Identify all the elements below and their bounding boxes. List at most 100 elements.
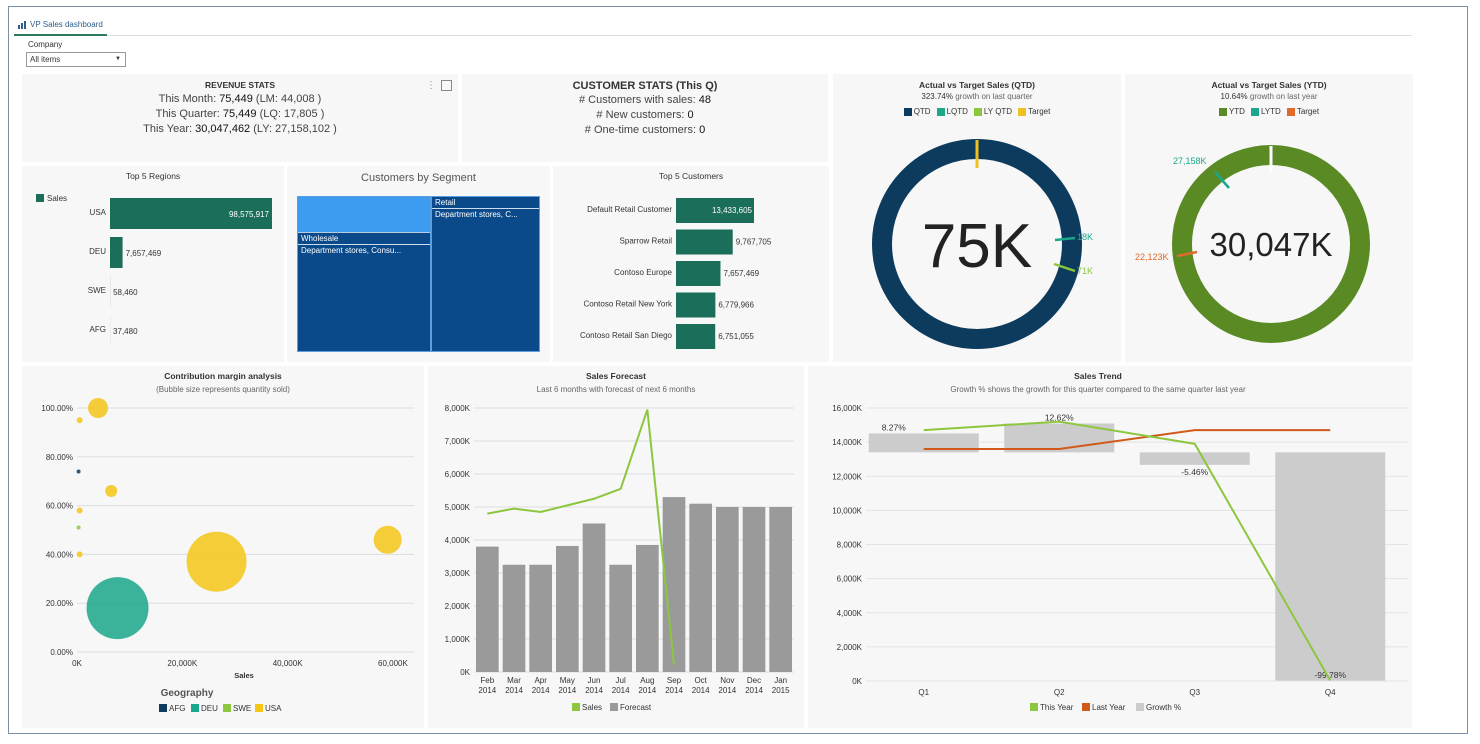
qtd-panel: Actual vs Target Sales (QTD) 323.74% gro…: [833, 74, 1121, 362]
customer-bar: [676, 324, 716, 349]
customer-stats-title: CUSTOMER STATS (This Q): [572, 80, 718, 92]
trend-ytick: 8,000K: [837, 541, 863, 550]
ytd-legend: YTD LYTD Target: [1125, 107, 1413, 116]
treemap-retail-label: Retail: [432, 197, 539, 209]
forecast-bar: [609, 564, 632, 672]
customers-with-sales-line: # Customers with sales: 48: [578, 94, 712, 106]
forecast-year-label: 2014: [612, 686, 630, 695]
forecast-year-label: 2014: [745, 686, 763, 695]
forecast-bar: [662, 497, 686, 672]
forecast-ytick: 6,000K: [445, 470, 471, 479]
forecast-month-label: Sep: [667, 676, 682, 685]
customer-bar: [676, 198, 754, 223]
forecast-month-label: Apr: [534, 676, 547, 685]
last-year-line: [923, 429, 1331, 450]
company-select[interactable]: All items ▼: [26, 52, 126, 67]
more-options-icon[interactable]: ⋮: [426, 80, 436, 91]
customer-stats-panel: CUSTOMER STATS (This Q) # Customers with…: [462, 74, 828, 162]
region-value-label: 98,575,917: [229, 210, 270, 219]
ytd-growth: 10.64% growth on last year: [1220, 92, 1318, 101]
contribution-xtick: 60,000K: [378, 659, 408, 668]
forecast-month-label: Dec: [747, 676, 761, 685]
trend-ytick: 14,000K: [832, 438, 862, 447]
trend-legend-thisyear-swatch: [1030, 703, 1038, 711]
lqtd-marker: [1054, 236, 1076, 242]
forecast-month-label: Mar: [507, 676, 521, 685]
contribution-xtick: 0K: [72, 659, 82, 668]
forecast-year-label: 2014: [532, 686, 550, 695]
forecast-bar: [716, 507, 739, 672]
region-value-label: 7,657,469: [126, 249, 162, 258]
forecast-year-label: 2014: [692, 686, 710, 695]
onetime-customers-line: # One-time customers: 0: [584, 124, 706, 136]
customer-label: Sparrow Retail: [620, 237, 673, 246]
chevron-down-icon: ▼: [115, 56, 121, 62]
qtd-title: Actual vs Target Sales (QTD): [918, 80, 1036, 90]
geography-legend-label: AFG: [169, 704, 185, 713]
revenue-month-line: This Month: 75,449 (LM: 44,008 ): [158, 93, 322, 105]
revenue-stats-title: REVENUE STATS: [204, 80, 276, 90]
geography-legend-label: SWE: [233, 704, 251, 713]
region-value-label: 37,480: [113, 327, 138, 336]
growth-bar: [868, 433, 979, 453]
company-select-value: All items: [30, 55, 61, 64]
customer-label: Contoso Europe: [614, 268, 672, 277]
qtd-legend-item: QTD: [903, 107, 931, 116]
geography-legend-swatch: [159, 704, 167, 712]
region-label: AFG: [90, 325, 106, 334]
trend-quarter-label: Q3: [1189, 688, 1200, 697]
regions-title: Top 5 Regions: [126, 171, 180, 181]
trend-ytick: 12,000K: [832, 472, 862, 481]
customer-label: Contoso Retail New York: [584, 300, 673, 309]
region-label: SWE: [88, 286, 106, 295]
revenue-quarter-line: This Quarter: 75,449 (LQ: 17,805 ): [155, 108, 325, 120]
ytd-target-marker-label: 22,123K: [1135, 252, 1169, 262]
sales-forecast-chart: Sales Forecast Last 6 months with foreca…: [445, 371, 794, 712]
top-regions-chart: Top 5 Regions Sales USA 98,575,917 DEU 7,65…: [36, 171, 272, 346]
geography-legend-swatch: [255, 704, 263, 712]
region-value-label: 58,460: [113, 288, 138, 297]
bubble-usa: [76, 507, 83, 514]
focus-mode-icon[interactable]: [441, 80, 452, 91]
trend-ytick: 16,000K: [832, 404, 862, 413]
tab-bar: VP Sales dashboard: [14, 16, 1412, 36]
customer-value-label: 6,779,966: [718, 301, 754, 310]
forecast-ytick: 4,000K: [445, 536, 471, 545]
top-regions-panel: Top 5 Regions Sales USA 98,575,917 DEU 7,65…: [22, 166, 284, 362]
forecast-month-label: Aug: [640, 676, 654, 685]
company-filter-label: Company: [28, 40, 63, 49]
trend-ytick: 4,000K: [837, 609, 863, 618]
customer-bar: [676, 229, 733, 255]
customer-value-label: 6,751,055: [718, 332, 754, 341]
trend-title: Sales Trend: [1074, 371, 1122, 381]
tab-vp-sales-dashboard[interactable]: VP Sales dashboard: [14, 16, 107, 36]
contribution-panel: Contribution margin analysis (Bubble siz…: [22, 366, 424, 728]
segment-title: Customers by Segment: [361, 172, 476, 184]
treemap-wholesale[interactable]: Wholesale Department stores, Consu...: [297, 196, 431, 352]
dashboard-icon: [18, 20, 26, 29]
ytd-panel: Actual vs Target Sales (YTD) 10.64% grow…: [1125, 74, 1413, 362]
contribution-subtitle: (Bubble size represents quantity sold): [156, 385, 290, 394]
geography-legend-title: Geography: [161, 688, 214, 699]
treemap-retail[interactable]: Retail Department stores, C...: [431, 196, 540, 352]
growth-label: 8.27%: [882, 422, 907, 432]
forecast-month-label: Oct: [694, 676, 707, 685]
contribution-ytick: 20.00%: [46, 599, 73, 608]
treemap-retail-sub: Department stores, C...: [435, 210, 518, 219]
treemap-wholesale-highlight: [298, 197, 430, 233]
forecast-year-label: 2014: [585, 686, 603, 695]
contribution-ytick: 0.00%: [50, 648, 73, 657]
region-label: USA: [90, 208, 107, 217]
forecast-bar: [742, 507, 766, 672]
forecast-ytick: 8,000K: [445, 404, 471, 413]
revenue-year-line: This Year: 30,047,462 (LY: 27,158,102 ): [143, 123, 337, 135]
bubble-usa: [105, 484, 118, 497]
treemap-wholesale-sub: Department stores, Consu...: [301, 246, 402, 255]
forecast-ytick: 3,000K: [445, 569, 471, 578]
forecast-legend-forecast: Forecast: [620, 703, 652, 712]
contribution-ytick: 60.00%: [46, 502, 73, 511]
forecast-month-label: May: [560, 676, 575, 685]
forecast-bar: [582, 523, 606, 672]
growth-bar: [1139, 452, 1250, 465]
forecast-ytick: 2,000K: [445, 602, 471, 611]
